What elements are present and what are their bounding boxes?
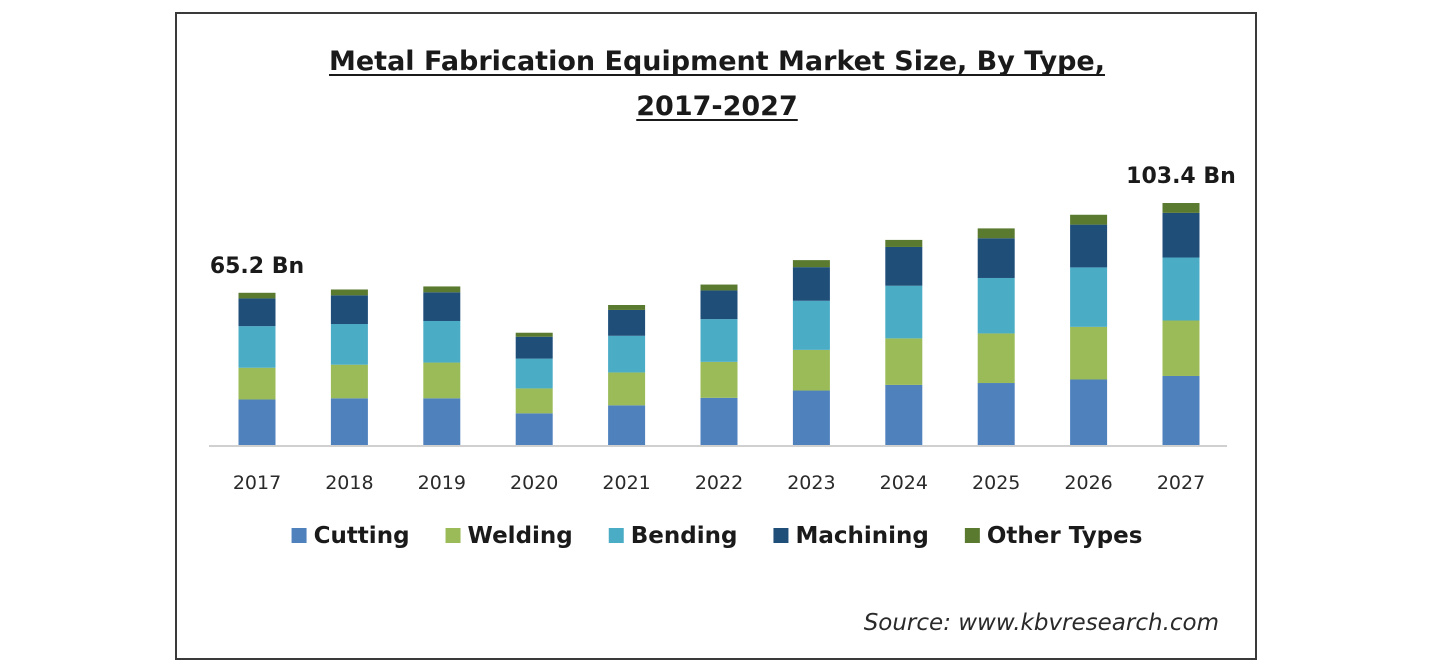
bar-2021-machining bbox=[608, 309, 646, 336]
legend-swatch-cutting bbox=[291, 528, 307, 543]
x-tick-2026: 2026 bbox=[1064, 472, 1112, 494]
legend-swatch-bending bbox=[608, 528, 624, 543]
bar-2027-other-types bbox=[1162, 203, 1200, 213]
chart-title-line-2: 2017-2027 bbox=[636, 91, 798, 122]
bar-2024-cutting bbox=[885, 384, 923, 446]
x-tick-labels: 2017 2018 2019 2020 2021 2022 2023 2024 2025 2026… bbox=[233, 472, 1205, 494]
bar-2017-cutting bbox=[238, 399, 276, 446]
bar-2026-other-types bbox=[1070, 214, 1108, 225]
bar-2020-other-types bbox=[515, 332, 553, 337]
legend-item-cutting: Cutting bbox=[291, 523, 410, 549]
legend-swatch-machining bbox=[773, 528, 789, 543]
legend-label-cutting: Cutting bbox=[314, 523, 410, 549]
legend-label-other-types: Other Types bbox=[987, 523, 1143, 549]
legend-swatch-other-types bbox=[964, 528, 980, 543]
x-tick-2017: 2017 bbox=[233, 472, 281, 494]
x-tick-2018: 2018 bbox=[325, 472, 373, 494]
bar-2022-machining bbox=[700, 290, 738, 320]
bar-2021-other-types bbox=[608, 305, 646, 310]
chart: Metal Fabrication Equipment Market Size,… bbox=[209, 46, 1236, 636]
bar-2023-bending bbox=[792, 300, 830, 350]
x-tick-2020: 2020 bbox=[510, 472, 558, 494]
bar-2025-bending bbox=[977, 277, 1015, 334]
bar-2020-cutting bbox=[515, 413, 553, 446]
bar-2023-cutting bbox=[792, 390, 830, 446]
bar-2017-bending bbox=[238, 326, 276, 368]
legend: Cutting Welding Bending Machining Other Type… bbox=[291, 523, 1143, 549]
bar-2025-cutting bbox=[977, 383, 1015, 446]
bar-2027-welding bbox=[1162, 320, 1200, 376]
bar-2024-bending bbox=[885, 285, 923, 339]
bar-2017-machining bbox=[238, 298, 276, 327]
bar-2026-welding bbox=[1070, 326, 1108, 380]
bar-2018-other-types bbox=[330, 289, 368, 296]
bar-2025-welding bbox=[977, 333, 1015, 384]
bar-2024-other-types bbox=[885, 239, 923, 247]
bar-2019-other-types bbox=[423, 286, 461, 293]
x-tick-2025: 2025 bbox=[972, 472, 1020, 494]
legend-item-machining: Machining bbox=[773, 523, 929, 549]
legend-swatch-welding bbox=[445, 528, 461, 543]
bar-2019-bending bbox=[423, 320, 461, 363]
legend-label-machining: Machining bbox=[795, 523, 928, 549]
chart-frame: Metal Fabrication Equipment Market Size,… bbox=[175, 12, 1257, 660]
bar-2018-bending bbox=[330, 324, 368, 365]
bar-2024-welding bbox=[885, 338, 923, 385]
x-tick-2023: 2023 bbox=[787, 472, 835, 494]
legend-label-bending: Bending bbox=[631, 523, 738, 549]
bars-group bbox=[238, 203, 1200, 446]
bar-2020-welding bbox=[515, 388, 553, 414]
x-tick-2021: 2021 bbox=[602, 472, 650, 494]
legend-item-welding: Welding bbox=[445, 523, 573, 549]
bar-2020-machining bbox=[515, 336, 553, 359]
legend-item-other-types: Other Types bbox=[964, 523, 1143, 549]
chart-title-line-1: Metal Fabrication Equipment Market Size,… bbox=[329, 46, 1105, 77]
x-tick-2024: 2024 bbox=[880, 472, 928, 494]
bar-2019-cutting bbox=[423, 398, 461, 446]
bar-2020-bending bbox=[515, 358, 553, 389]
bar-2026-machining bbox=[1070, 224, 1108, 268]
bar-2018-cutting bbox=[330, 398, 368, 446]
bar-2021-cutting bbox=[608, 405, 646, 446]
bar-2027-machining bbox=[1162, 212, 1200, 258]
bar-2023-machining bbox=[792, 267, 830, 301]
total-label-2017: 65.2 Bn bbox=[210, 254, 304, 279]
bar-2024-machining bbox=[885, 246, 923, 286]
bar-2021-bending bbox=[608, 335, 646, 373]
total-labels: 65.2 Bn 103.4 Bn bbox=[210, 164, 1236, 279]
bar-2023-other-types bbox=[792, 260, 830, 268]
bar-2021-welding bbox=[608, 372, 646, 406]
x-tick-2027: 2027 bbox=[1157, 472, 1205, 494]
bar-2017-welding bbox=[238, 367, 276, 400]
bar-2022-welding bbox=[700, 361, 738, 398]
bar-2022-bending bbox=[700, 319, 738, 362]
bar-2026-cutting bbox=[1070, 379, 1108, 446]
x-tick-2022: 2022 bbox=[695, 472, 743, 494]
bar-2018-machining bbox=[330, 295, 368, 325]
bar-2019-welding bbox=[423, 362, 461, 399]
bar-2027-cutting bbox=[1162, 375, 1200, 446]
x-tick-2019: 2019 bbox=[418, 472, 466, 494]
bar-2022-other-types bbox=[700, 284, 738, 291]
bar-2023-welding bbox=[792, 349, 830, 391]
bar-2025-machining bbox=[977, 238, 1015, 278]
bar-2022-cutting bbox=[700, 397, 738, 446]
source-text: Source: www.kbvresearch.com bbox=[864, 610, 1219, 636]
bar-2019-machining bbox=[423, 292, 461, 321]
bar-2027-bending bbox=[1162, 257, 1200, 321]
bar-2026-bending bbox=[1070, 267, 1108, 327]
legend-label-welding: Welding bbox=[468, 523, 573, 549]
bar-2025-other-types bbox=[977, 228, 1015, 239]
bar-2017-other-types bbox=[238, 292, 276, 299]
legend-item-bending: Bending bbox=[608, 523, 738, 549]
bar-2018-welding bbox=[330, 364, 368, 399]
total-label-2027: 103.4 Bn bbox=[1126, 164, 1236, 189]
